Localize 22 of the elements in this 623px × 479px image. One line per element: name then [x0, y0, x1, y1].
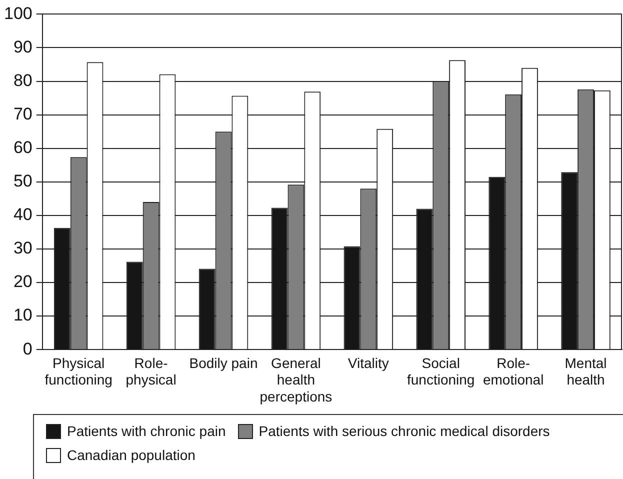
- legend-label: Patients with chronic pain: [67, 423, 226, 439]
- y-tick-label: 30: [13, 238, 32, 258]
- y-tick-label: 90: [13, 37, 32, 56]
- y-tick-label: 10: [13, 306, 32, 325]
- y-tick-label: 20: [13, 272, 32, 292]
- legend-label: Canadian population: [67, 447, 196, 463]
- x-tick-label: Role-emotional: [482, 354, 544, 388]
- y-tick-label: 70: [13, 104, 32, 124]
- y-tick-label: 40: [13, 205, 32, 224]
- x-tick-label: General health perceptions: [260, 354, 332, 404]
- y-tick-label: 0: [22, 339, 32, 358]
- legend-label: Patients with serious chronic medical disorders: [258, 423, 550, 439]
- y-tick-label: 80: [13, 70, 32, 90]
- y-tick-label: 100: [4, 4, 32, 23]
- x-tick-label: Role-physical: [126, 354, 176, 388]
- x-tick-label: Social functioning: [407, 354, 475, 388]
- x-tick-label: Bodily pain: [189, 354, 258, 371]
- x-tick-label: Physical functioning: [44, 354, 112, 388]
- x-tick-label: Mental health: [564, 354, 607, 388]
- y-tick-label: 60: [13, 138, 32, 158]
- x-tick-label: Vitality: [348, 354, 389, 371]
- y-tick-label: 50: [13, 172, 32, 191]
